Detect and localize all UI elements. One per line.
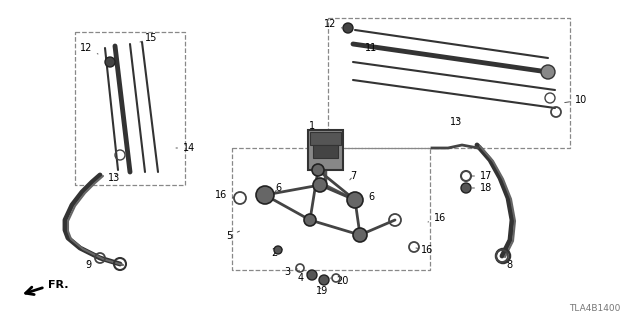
Text: 19: 19 bbox=[316, 286, 328, 296]
Circle shape bbox=[304, 214, 316, 226]
Text: 7: 7 bbox=[350, 171, 356, 181]
Text: 9: 9 bbox=[85, 260, 91, 270]
Bar bbox=[308, 130, 343, 170]
Text: FR.: FR. bbox=[48, 280, 68, 290]
Text: 16: 16 bbox=[416, 245, 433, 255]
Text: 20: 20 bbox=[330, 276, 348, 286]
Text: 2: 2 bbox=[271, 248, 282, 258]
Circle shape bbox=[307, 270, 317, 280]
Text: TLA4B1400: TLA4B1400 bbox=[568, 304, 620, 313]
Circle shape bbox=[105, 57, 115, 67]
Text: 4: 4 bbox=[298, 272, 308, 283]
Circle shape bbox=[312, 164, 324, 176]
Text: 18: 18 bbox=[472, 183, 492, 193]
Text: 16: 16 bbox=[428, 213, 446, 223]
Text: 12: 12 bbox=[324, 19, 342, 29]
Text: 13: 13 bbox=[450, 117, 462, 127]
Text: 12: 12 bbox=[79, 43, 98, 54]
Text: 1: 1 bbox=[309, 121, 315, 131]
Circle shape bbox=[274, 246, 282, 254]
Circle shape bbox=[347, 192, 363, 208]
Text: 8: 8 bbox=[506, 260, 512, 270]
Text: 13: 13 bbox=[108, 173, 120, 183]
Circle shape bbox=[343, 23, 353, 33]
Text: 10: 10 bbox=[564, 95, 588, 105]
Circle shape bbox=[541, 65, 555, 79]
Text: 6: 6 bbox=[362, 192, 374, 202]
Text: 3: 3 bbox=[284, 267, 298, 277]
Circle shape bbox=[319, 275, 329, 285]
Circle shape bbox=[353, 228, 367, 242]
Text: 17: 17 bbox=[472, 171, 492, 181]
Bar bbox=[310, 132, 341, 145]
Text: 16: 16 bbox=[215, 190, 233, 200]
Text: 11: 11 bbox=[365, 43, 377, 53]
Text: 15: 15 bbox=[140, 33, 157, 43]
Text: 5: 5 bbox=[226, 231, 239, 241]
Text: 6: 6 bbox=[275, 183, 281, 193]
Circle shape bbox=[256, 186, 274, 204]
Bar bbox=[313, 145, 338, 158]
Text: 14: 14 bbox=[176, 143, 195, 153]
Circle shape bbox=[313, 178, 327, 192]
Circle shape bbox=[461, 183, 471, 193]
